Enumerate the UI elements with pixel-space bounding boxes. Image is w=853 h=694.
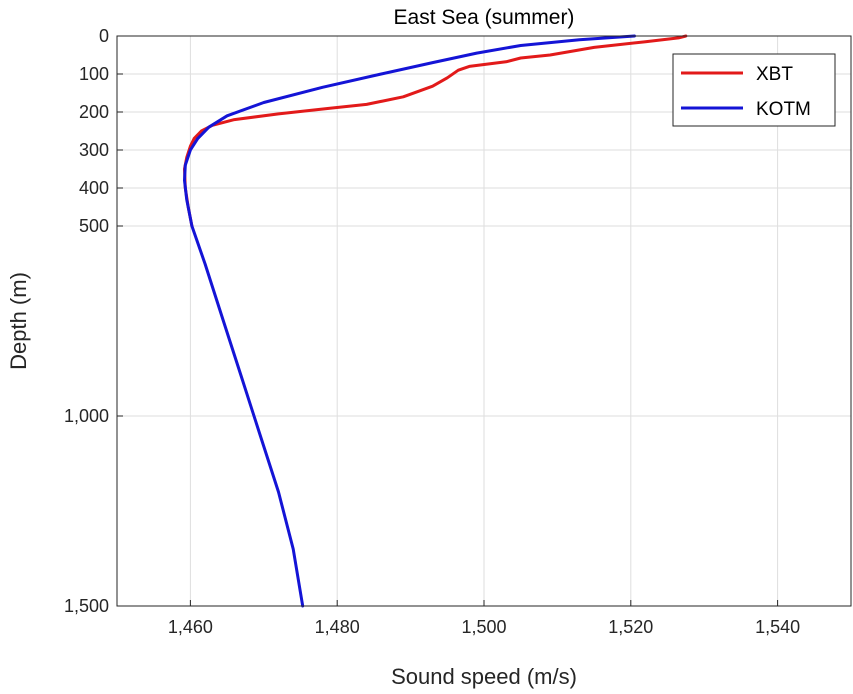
y-tick-label: 100 bbox=[79, 64, 109, 84]
y-tick-label: 1,000 bbox=[64, 406, 109, 426]
y-axis-ticks: 0 100 200 300 400 500 1,000 1,500 bbox=[64, 26, 123, 616]
series-lines bbox=[183, 34, 688, 608]
y-tick-label: 1,500 bbox=[64, 596, 109, 616]
y-tick-label: 500 bbox=[79, 216, 109, 236]
x-tick-label: 1,460 bbox=[168, 617, 213, 637]
x-tick-label: 1,520 bbox=[608, 617, 653, 637]
series-line-kotm bbox=[183, 34, 636, 608]
y-tick-label: 200 bbox=[79, 102, 109, 122]
legend-label-kotm: KOTM bbox=[756, 99, 811, 120]
legend: XBT KOTM bbox=[672, 53, 836, 127]
legend-label-xbt: XBT bbox=[756, 64, 793, 85]
x-axis-label: Sound speed (m/s) bbox=[391, 664, 577, 689]
x-tick-label: 1,480 bbox=[315, 617, 360, 637]
series-line-xbt bbox=[183, 34, 688, 228]
x-tick-label: 1,500 bbox=[461, 617, 506, 637]
y-tick-label: 400 bbox=[79, 178, 109, 198]
x-axis-ticks: 1,460 1,480 1,500 1,520 1,540 bbox=[168, 600, 800, 637]
x-tick-label: 1,540 bbox=[755, 617, 800, 637]
y-tick-label: 0 bbox=[99, 26, 109, 46]
chart-title: East Sea (summer) bbox=[394, 6, 575, 29]
y-axis-label: Depth (m) bbox=[6, 272, 31, 370]
y-tick-label: 300 bbox=[79, 140, 109, 160]
legend-box bbox=[672, 53, 836, 127]
